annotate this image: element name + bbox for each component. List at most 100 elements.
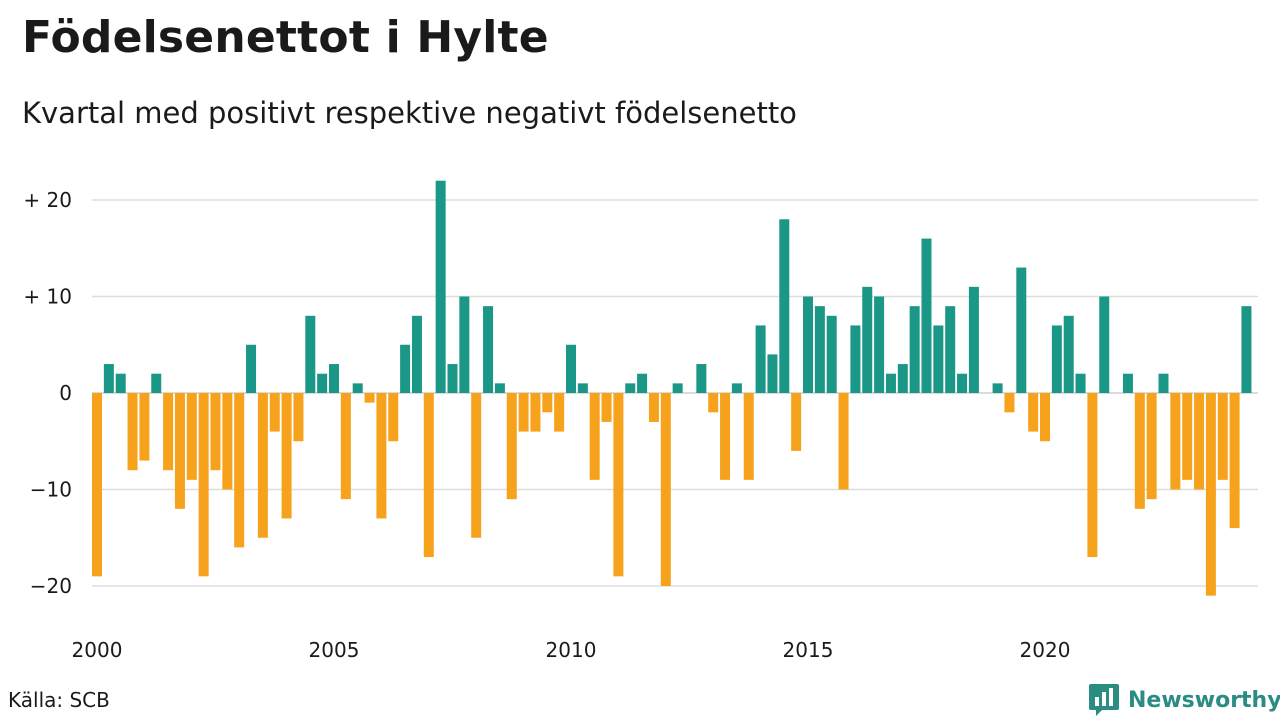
bar-negative xyxy=(589,393,600,480)
bar-negative xyxy=(1146,393,1157,500)
bar-negative xyxy=(1004,393,1015,413)
bar-negative xyxy=(1229,393,1240,529)
bar-positive xyxy=(826,315,837,393)
bar-negative xyxy=(660,393,671,586)
bar-negative xyxy=(198,393,209,577)
bar-negative xyxy=(542,393,553,413)
bar-positive xyxy=(115,373,126,393)
bar-negative xyxy=(1170,393,1181,490)
bar-positive xyxy=(1051,325,1062,393)
bar-positive xyxy=(696,364,707,393)
bar-positive xyxy=(1063,315,1074,393)
bar-positive xyxy=(1122,373,1133,393)
bar-positive xyxy=(411,315,422,393)
bar-negative xyxy=(139,393,150,461)
bar-negative xyxy=(423,393,434,558)
bar-negative xyxy=(127,393,138,471)
bar-positive xyxy=(151,373,162,393)
bar-negative xyxy=(269,393,280,432)
bar-positive xyxy=(968,286,979,393)
bar-negative xyxy=(1134,393,1145,509)
bar-positive xyxy=(885,373,896,393)
bar-positive xyxy=(305,315,316,393)
bar-negative xyxy=(518,393,529,432)
bar-positive xyxy=(459,296,470,393)
bar-negative xyxy=(648,393,659,422)
bar-positive xyxy=(755,325,766,393)
bar-negative xyxy=(163,393,174,471)
y-tick-label: + 20 xyxy=(23,188,72,212)
bar-positive xyxy=(1241,306,1252,393)
bar-negative xyxy=(708,393,719,413)
bar-negative xyxy=(257,393,268,538)
bars xyxy=(92,180,1252,596)
bar-positive xyxy=(625,383,636,393)
bar-positive xyxy=(862,286,873,393)
bar-positive xyxy=(1099,296,1110,393)
y-tick-label: −20 xyxy=(30,574,72,598)
bar-positive xyxy=(400,344,411,393)
bar-positive xyxy=(1016,267,1027,393)
bar-negative xyxy=(554,393,565,432)
bar-negative xyxy=(210,393,221,471)
bar-positive xyxy=(779,219,790,393)
bar-chart-logo-icon xyxy=(1089,684,1119,716)
bar-negative xyxy=(340,393,351,500)
x-tick-label: 2010 xyxy=(546,638,597,662)
y-tick-label: + 10 xyxy=(23,285,72,309)
bar-positive xyxy=(1158,373,1169,393)
bar-negative xyxy=(530,393,541,432)
bar-positive xyxy=(921,238,932,393)
x-tick-label: 2005 xyxy=(309,638,360,662)
bar-positive xyxy=(483,306,494,393)
bar-positive xyxy=(494,383,505,393)
bar-positive xyxy=(897,364,908,393)
source-note: Källa: SCB xyxy=(8,688,110,712)
bar-positive xyxy=(317,373,328,393)
bar-positive xyxy=(577,383,588,393)
bar-negative xyxy=(174,393,185,509)
bar-positive xyxy=(447,364,458,393)
bar-negative xyxy=(1205,393,1216,596)
x-tick-label: 2015 xyxy=(783,638,834,662)
chart-title: Födelsenettot i Hylte xyxy=(22,12,549,63)
x-tick-label: 2020 xyxy=(1020,638,1071,662)
bar-positive xyxy=(814,306,825,393)
bar-positive xyxy=(435,180,446,393)
bar-negative xyxy=(364,393,375,403)
bar-positive xyxy=(103,364,114,393)
bar-negative xyxy=(1040,393,1050,442)
bar-positive xyxy=(850,325,861,393)
bar-positive xyxy=(352,383,363,393)
bar-negative xyxy=(1182,393,1193,480)
bar-positive xyxy=(329,364,339,393)
bar-negative xyxy=(388,393,399,442)
bar-negative xyxy=(186,393,197,480)
y-tick-label: 0 xyxy=(59,381,72,405)
bar-negative xyxy=(293,393,304,442)
x-tick-label: 2000 xyxy=(72,638,123,662)
bar-negative xyxy=(791,393,802,451)
bar-positive xyxy=(957,373,968,393)
bar-negative xyxy=(743,393,754,480)
bar-positive xyxy=(992,383,1003,393)
bar-positive xyxy=(874,296,885,393)
axis-labels: + 20 + 10 0 −10 −20 2000 2005 2010 2015 2020 xyxy=(23,188,1070,662)
bar-positive xyxy=(672,383,683,393)
bar-positive xyxy=(246,344,257,393)
bar-negative xyxy=(222,393,233,490)
bar-chart: + 20 + 10 0 −10 −20 2000 2005 2010 2015 2020 xyxy=(23,180,1258,662)
bar-negative xyxy=(1087,393,1098,558)
bar-negative xyxy=(1028,393,1039,432)
bar-negative xyxy=(234,393,245,548)
bar-negative xyxy=(720,393,731,480)
brand-logo: Newsworthy xyxy=(1088,682,1280,718)
bar-negative xyxy=(376,393,387,519)
bar-positive xyxy=(566,344,576,393)
bar-negative xyxy=(613,393,624,577)
bar-negative xyxy=(1194,393,1205,490)
chart-subtitle: Kvartal med positivt respektive negativt… xyxy=(22,96,797,130)
bar-positive xyxy=(909,306,920,393)
bar-negative xyxy=(471,393,482,538)
bar-positive xyxy=(803,296,813,393)
